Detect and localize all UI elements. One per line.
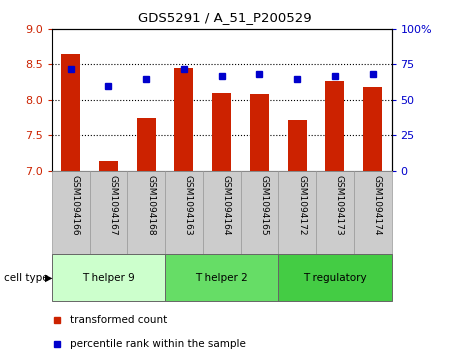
Text: GSM1094173: GSM1094173 [335, 175, 344, 236]
Bar [250, 94, 269, 171]
Text: cell type: cell type [4, 273, 49, 283]
Bar [288, 120, 306, 171]
Bar [52, 171, 90, 254]
Bar [61, 54, 80, 171]
Bar [212, 93, 231, 171]
Bar [137, 118, 156, 171]
Text: T helper 9: T helper 9 [82, 273, 135, 283]
Bar [240, 171, 278, 254]
Bar [90, 171, 127, 254]
Bar [175, 68, 194, 171]
Bar [203, 171, 240, 254]
Bar [52, 254, 165, 301]
Bar [278, 171, 316, 254]
Bar [99, 162, 118, 171]
Text: transformed count: transformed count [71, 315, 168, 325]
Text: T helper 2: T helper 2 [195, 273, 248, 283]
Text: ▶: ▶ [45, 273, 52, 283]
Text: percentile rank within the sample: percentile rank within the sample [71, 339, 246, 349]
Text: GSM1094164: GSM1094164 [221, 175, 230, 235]
Bar [127, 171, 165, 254]
Text: GSM1094167: GSM1094167 [108, 175, 117, 236]
Text: GSM1094174: GSM1094174 [373, 175, 382, 235]
Bar [165, 171, 203, 254]
Bar [316, 171, 354, 254]
Text: GSM1094172: GSM1094172 [297, 175, 306, 235]
Text: T regulatory: T regulatory [303, 273, 367, 283]
Bar [278, 254, 392, 301]
Text: GSM1094166: GSM1094166 [71, 175, 80, 236]
Bar [354, 171, 392, 254]
Text: GSM1094163: GSM1094163 [184, 175, 193, 236]
Text: GDS5291 / A_51_P200529: GDS5291 / A_51_P200529 [138, 11, 312, 24]
Text: GSM1094165: GSM1094165 [259, 175, 268, 236]
Bar [165, 254, 278, 301]
Text: GSM1094168: GSM1094168 [146, 175, 155, 236]
Bar [363, 87, 382, 171]
Bar [325, 81, 344, 171]
